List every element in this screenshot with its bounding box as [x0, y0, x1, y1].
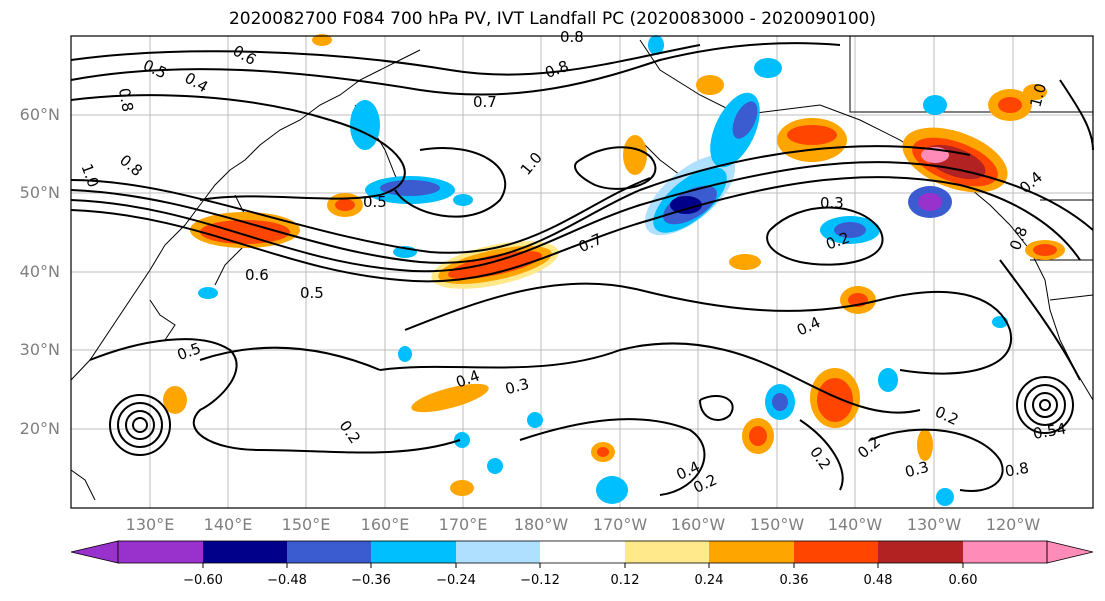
contour-label: 0.3: [903, 458, 931, 482]
map-area: 0.8 0.6 0.5 0.4 0.8 1.0 0.8 0.7 0.8 1.0 …: [70, 28, 1094, 509]
lon-label: 140°E: [203, 515, 253, 534]
colorbar-segment: [878, 541, 963, 563]
lon-label: 180°W: [513, 515, 569, 534]
colorbar-tick-label: 0.36: [779, 573, 809, 588]
lat-label: 50°N: [19, 183, 60, 202]
colorbar-segment: [203, 541, 287, 563]
contour-label: 0.6: [245, 266, 269, 284]
lon-label: 150°W: [749, 515, 805, 534]
colorbar-segment: [540, 541, 625, 563]
lon-label: 130°E: [125, 515, 175, 534]
contour-label: 0.5: [300, 284, 324, 302]
lat-label: 40°N: [19, 262, 60, 281]
lat-label: 20°N: [19, 419, 60, 438]
lon-label: 120°W: [985, 515, 1041, 534]
contour-label: 0.54: [1032, 419, 1068, 443]
colorbar-segment: [371, 541, 456, 563]
colorbar-extend-low: [70, 540, 119, 564]
lat-label: 60°N: [19, 105, 60, 124]
colorbar-tick-label: −0.24: [436, 573, 476, 588]
contour-label: 1.0: [1026, 81, 1050, 109]
colorbar-tick-label: −0.12: [520, 573, 560, 588]
colorbar-segment: [287, 541, 371, 563]
colorbar-segment: [456, 541, 540, 563]
colorbar-segment: [709, 541, 794, 563]
lon-label: 170°E: [438, 515, 488, 534]
ivt-contours: [70, 42, 1094, 496]
lon-label: 160°E: [360, 515, 410, 534]
map-frame: [70, 35, 1094, 509]
colorbar-tick-label: 0.24: [694, 573, 724, 588]
lon-label: 130°W: [906, 515, 962, 534]
contour-label: 0.3: [820, 194, 844, 212]
lon-label: 150°E: [281, 515, 331, 534]
colorbar-segment: [963, 541, 1047, 563]
colorbar-tick-label: −0.48: [267, 573, 307, 588]
colorbar-segment: [625, 541, 709, 563]
pv-shading: [163, 34, 1065, 506]
contour-label: 0.8: [115, 87, 137, 114]
gridlines: [71, 36, 1093, 508]
lon-label: 170°W: [592, 515, 648, 534]
contour-label: 0.8: [560, 28, 584, 46]
contour-label: 0.5: [363, 193, 387, 211]
colorbar-tick-label: −0.60: [183, 573, 223, 588]
figure-title: 2020082700 F084 700 hPa PV, IVT Landfall…: [228, 9, 876, 29]
lon-label: 160°W: [670, 515, 726, 534]
contour-label: 0.3: [503, 375, 531, 399]
colorbar: [70, 540, 1094, 568]
contour-label: 0.7: [473, 93, 497, 111]
colorbar-extend-high: [1046, 540, 1094, 564]
colorbar-segment: [118, 541, 203, 563]
colorbar-tick-label: 0.12: [610, 573, 640, 588]
lon-label: 140°W: [827, 515, 883, 534]
colorbar-tick-label: −0.36: [351, 573, 391, 588]
lat-label: 30°N: [19, 340, 60, 359]
colorbar-tick-label: 0.48: [863, 573, 893, 588]
colorbar-tick-label: 0.60: [948, 573, 978, 588]
colorbar-segment: [794, 541, 878, 563]
contour-label: 0.8: [1004, 459, 1031, 481]
